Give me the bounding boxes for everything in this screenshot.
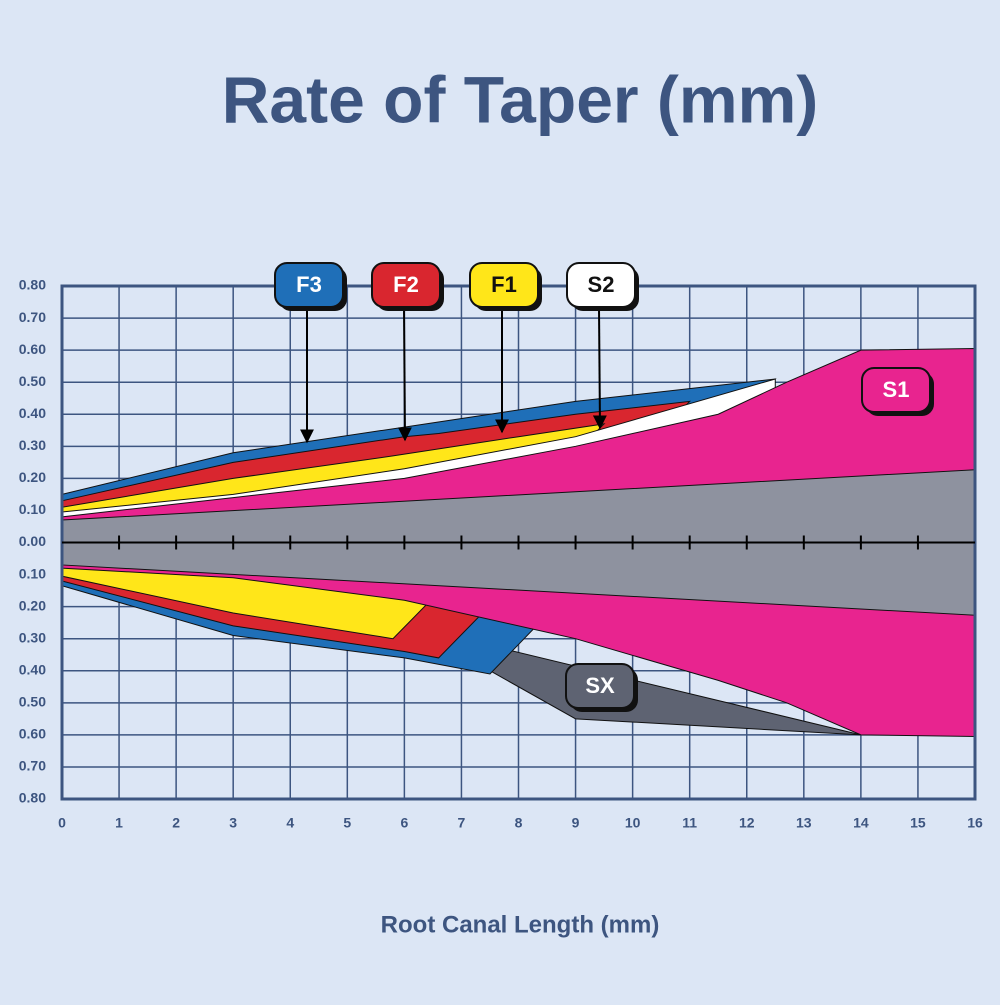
x-tick-label: 0	[58, 815, 66, 831]
x-tick-label: 3	[229, 815, 237, 831]
label-box	[469, 262, 539, 308]
y-tick-label: 0.30	[19, 437, 46, 453]
y-tick-label: 0.60	[19, 341, 46, 357]
y-tick-label: 0.10	[19, 501, 46, 517]
areas	[61, 348, 976, 737]
x-tick-label: 13	[796, 815, 812, 831]
y-tick-label: 0.70	[19, 309, 46, 325]
legend-label: S2	[588, 272, 615, 297]
x-tick-label: 10	[625, 815, 641, 831]
label-box	[565, 663, 635, 709]
y-tick-label: 0.10	[19, 565, 46, 581]
x-tick-label: 14	[853, 815, 869, 831]
x-tick-label: 16	[967, 815, 983, 831]
pointer-arrow	[592, 307, 607, 430]
x-tick-label: 11	[682, 815, 697, 831]
y-tick-label: 0.50	[19, 694, 46, 710]
label-box	[566, 262, 636, 308]
y-tick-label: 0.00	[19, 533, 46, 549]
legend-label: SX	[585, 673, 615, 698]
x-tick-label: 1	[115, 815, 123, 831]
legend-label: F3	[296, 272, 322, 297]
y-tick-label: 0.80	[19, 277, 46, 293]
x-tick-label: 15	[910, 815, 926, 831]
y-tick-label: 0.30	[19, 629, 46, 645]
y-tick-label: 0.20	[19, 597, 46, 613]
x-tick-label: 8	[515, 815, 523, 831]
y-tick-label: 0.20	[19, 469, 46, 485]
y-tick-label: 0.40	[19, 405, 46, 421]
chart-title: Rate of Taper (mm)	[222, 62, 819, 136]
x-tick-label: 5	[343, 815, 351, 831]
legend-label: S1	[883, 377, 910, 402]
y-tick-label: 0.40	[19, 661, 46, 677]
y-tick-label: 0.80	[19, 790, 46, 806]
label-box	[371, 262, 441, 308]
x-tick-label: 9	[572, 815, 580, 831]
x-tick-label: 12	[739, 815, 755, 831]
y-tick-label: 0.50	[19, 373, 46, 389]
x-tick-label: 4	[286, 815, 294, 831]
x-tick-label: 6	[400, 815, 408, 831]
legend-label: F2	[393, 272, 419, 297]
pointer-arrow	[397, 307, 412, 442]
legend-label: F1	[491, 272, 517, 297]
y-tick-label: 0.60	[19, 726, 46, 742]
x-axis-title: Root Canal Length (mm)	[381, 911, 660, 938]
y-tick-label: 0.70	[19, 758, 46, 774]
x-tick-label: 7	[458, 815, 466, 831]
label-box	[274, 262, 344, 308]
label-box	[861, 367, 931, 413]
x-tick-label: 2	[172, 815, 180, 831]
